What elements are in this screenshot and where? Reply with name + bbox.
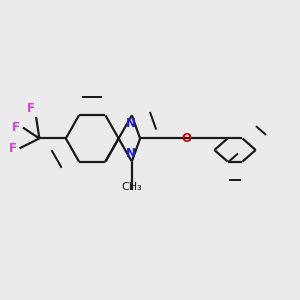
Text: F: F <box>12 121 20 134</box>
Text: N: N <box>126 117 136 130</box>
Text: F: F <box>26 102 34 115</box>
Text: N: N <box>126 147 136 160</box>
Text: O: O <box>181 132 191 145</box>
Text: F: F <box>9 142 17 155</box>
Text: CH₃: CH₃ <box>122 182 142 192</box>
